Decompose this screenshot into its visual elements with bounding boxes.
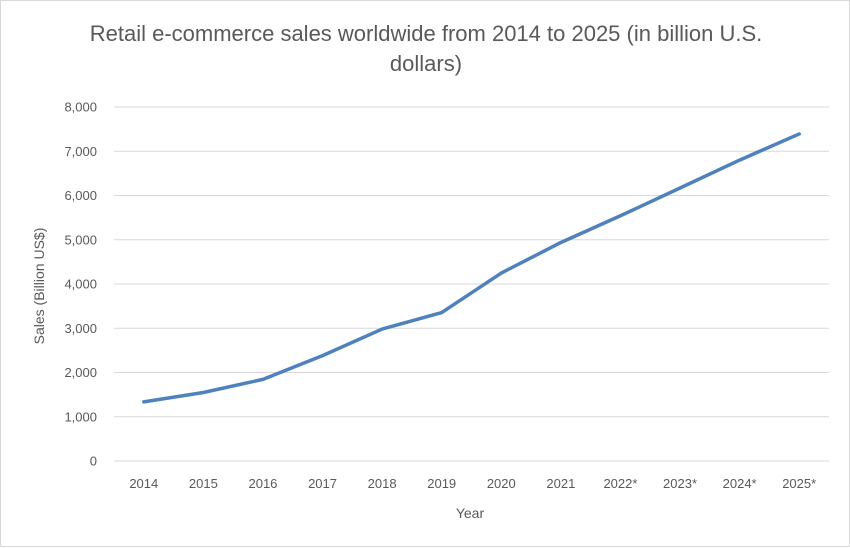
x-tick-label: 2024* (723, 476, 757, 491)
x-axis-title: Year (456, 505, 485, 521)
y-tick-label: 4,000 (64, 277, 97, 292)
y-tick-label: 5,000 (64, 232, 97, 247)
chart-title: Retail e-commerce sales worldwide from 2… (89, 21, 763, 76)
x-tick-label: 2018 (368, 476, 397, 491)
y-tick-label: 0 (90, 454, 97, 469)
x-tick-label: 2017 (308, 476, 337, 491)
x-axis-tick-labels: 2014 2015 2016 2017 2018 2019 2020 2021 2022* 202… (129, 476, 816, 491)
sales-series-line (142, 132, 801, 404)
y-tick-label: 1,000 (64, 409, 97, 424)
y-tick-label: 8,000 (64, 100, 97, 115)
x-tick-label: 2022* (603, 476, 637, 491)
y-tick-label: 3,000 (64, 321, 97, 336)
x-tick-label: 2023* (663, 476, 697, 491)
grid-lines (114, 106, 829, 462)
y-axis-tick-labels: 0 1,000 2,000 3,000 4,000 5,000 6,000 7,000 8,00… (64, 100, 97, 469)
y-tick-label: 7,000 (64, 144, 97, 159)
x-tick-label: 2021 (546, 476, 575, 491)
x-tick-label: 2016 (248, 476, 277, 491)
x-tick-label: 2014 (129, 476, 158, 491)
x-tick-label: 2025* (782, 476, 816, 491)
y-tick-label: 6,000 (64, 188, 97, 203)
y-tick-label: 2,000 (64, 365, 97, 380)
x-tick-label: 2015 (189, 476, 218, 491)
x-tick-label: 2020 (487, 476, 516, 491)
y-axis-title: Sales (Billion US$) (31, 228, 47, 345)
x-tick-label: 2019 (427, 476, 456, 491)
